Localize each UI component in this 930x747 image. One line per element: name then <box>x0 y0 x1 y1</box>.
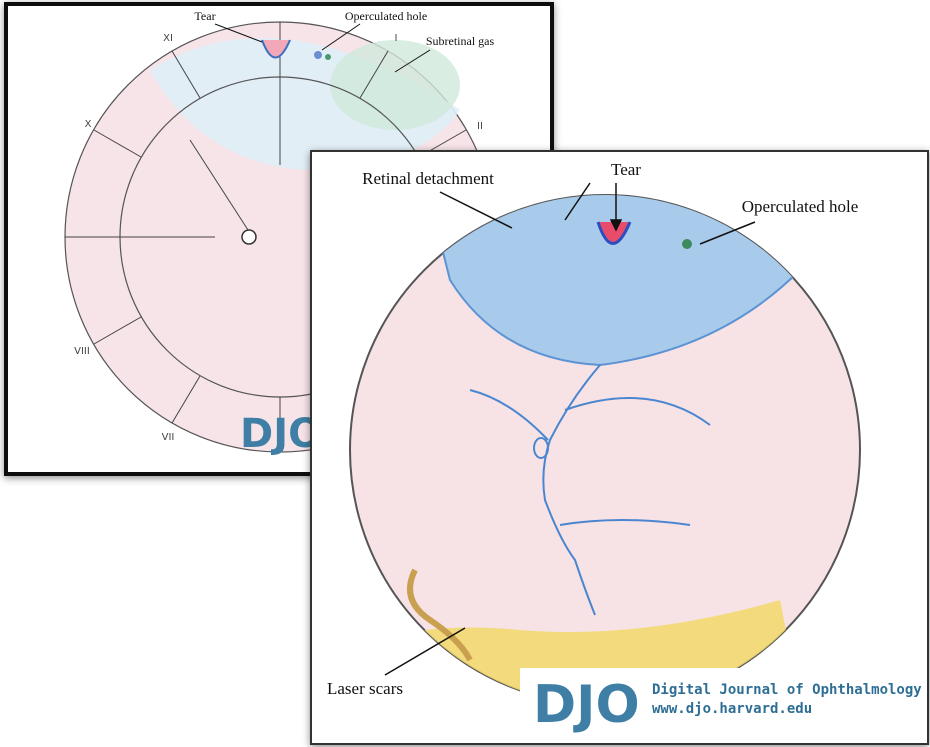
clock-hour: XI <box>163 33 173 44</box>
retinal-detachment-label: Retinal detachment <box>362 169 494 188</box>
clock-hour: II <box>477 121 483 132</box>
clock-hour: I <box>395 33 398 44</box>
laser-scars-label: Laser scars <box>327 679 403 698</box>
subretinal-gas-label: Subretinal gas <box>426 34 495 48</box>
page: Tear Operculated hole Subretinal gas XI … <box>0 0 930 747</box>
clock-hour: VII <box>162 432 175 443</box>
clock-hour: X <box>85 119 92 130</box>
clock-hour: VIII <box>74 346 90 357</box>
journal-name: Digital Journal of Ophthalmology <box>652 682 922 698</box>
operculated-hole-label: Operculated hole <box>742 197 859 216</box>
journal-url: www.djo.harvard.edu <box>652 701 812 717</box>
tear-label: Tear <box>194 9 215 23</box>
logo: DJO <box>240 411 322 457</box>
front-panel: Retinal detachment Tear Operculated hole… <box>311 151 928 744</box>
operculated-hole-label: Operculated hole <box>345 9 427 23</box>
tear-label: Tear <box>611 160 641 179</box>
logo: DJO <box>533 675 640 735</box>
